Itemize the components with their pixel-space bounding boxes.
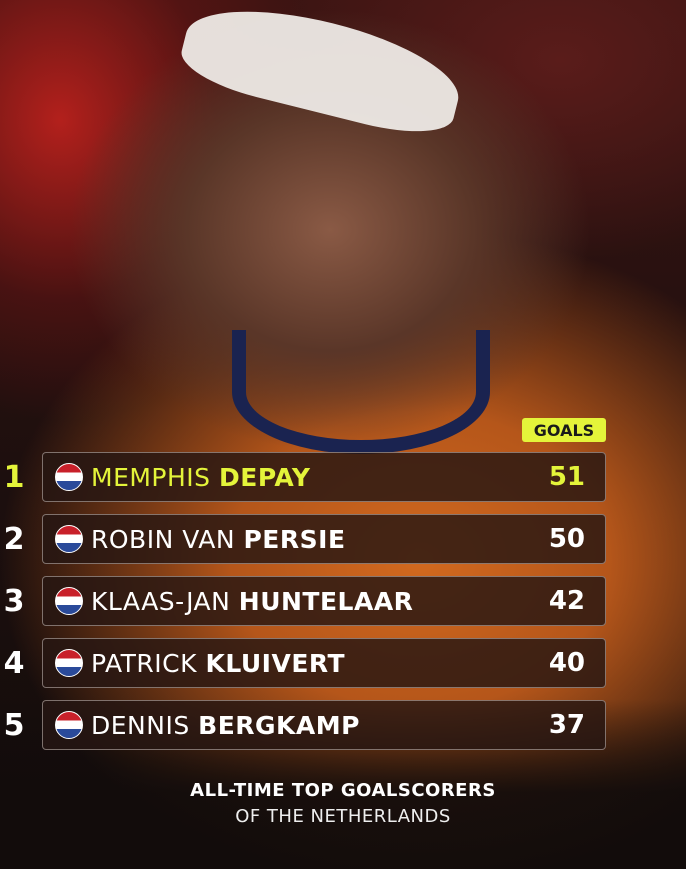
player-first-name: PATRICK bbox=[91, 648, 198, 678]
netherlands-flag-icon bbox=[55, 525, 83, 553]
rank-number: 1 bbox=[3, 459, 25, 495]
rank-number: 2 bbox=[3, 521, 25, 557]
footer-title: ALL-TIME TOP GOALSCORERS bbox=[190, 780, 496, 801]
goals-value: 51 bbox=[548, 462, 585, 492]
player-first-name: MEMPHIS bbox=[91, 462, 211, 492]
rank-number: 4 bbox=[3, 645, 25, 681]
player-name: MEMPHIS DEPAY bbox=[91, 463, 310, 492]
scorer-row: 1 MEMPHIS DEPAY 51 bbox=[4, 452, 606, 502]
goals-value: 42 bbox=[548, 586, 585, 616]
player-last-name: KLUIVERT bbox=[205, 648, 346, 678]
player-name: PATRICK KLUIVERT bbox=[91, 649, 345, 678]
player-first-name: DENNIS bbox=[91, 710, 190, 740]
player-last-name: PERSIE bbox=[243, 524, 346, 554]
scorer-row: 5 DENNIS BERGKAMP 37 bbox=[4, 700, 606, 750]
jersey-collar bbox=[232, 330, 490, 454]
player-first-name: KLAAS-JAN bbox=[91, 586, 231, 616]
goals-value: 37 bbox=[548, 710, 585, 740]
netherlands-flag-icon bbox=[55, 711, 83, 739]
player-last-name: HUNTELAAR bbox=[238, 586, 414, 616]
footer-subtitle: OF THE NETHERLANDS bbox=[235, 806, 451, 827]
goals-value: 40 bbox=[548, 648, 585, 678]
netherlands-flag-icon bbox=[55, 587, 83, 615]
netherlands-flag-icon bbox=[55, 649, 83, 677]
netherlands-flag-icon bbox=[55, 463, 83, 491]
player-name: ROBIN VAN PERSIE bbox=[91, 525, 346, 554]
rank-number: 5 bbox=[3, 707, 25, 743]
rank-number: 3 bbox=[3, 583, 25, 619]
goals-column-header: GOALS bbox=[522, 418, 606, 442]
scorer-row: 3 KLAAS-JAN HUNTELAAR 42 bbox=[4, 576, 606, 626]
goals-value: 50 bbox=[548, 524, 585, 554]
player-name: DENNIS BERGKAMP bbox=[91, 711, 360, 740]
player-first-name: ROBIN VAN bbox=[91, 524, 236, 554]
player-last-name: BERGKAMP bbox=[198, 710, 360, 740]
scorer-row: 2 ROBIN VAN PERSIE 50 bbox=[4, 514, 606, 564]
player-last-name: DEPAY bbox=[219, 462, 311, 492]
scorer-row: 4 PATRICK KLUIVERT 40 bbox=[4, 638, 606, 688]
player-name: KLAAS-JAN HUNTELAAR bbox=[91, 587, 413, 616]
